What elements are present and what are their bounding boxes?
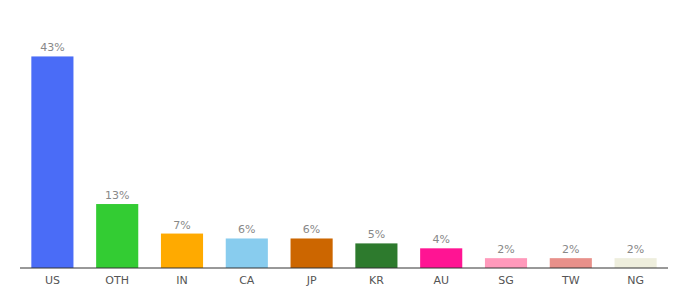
- x-tick-label: IN: [176, 274, 187, 287]
- bar: [96, 204, 138, 268]
- x-tick-label: CA: [239, 274, 255, 287]
- x-tick-label: NG: [627, 274, 644, 287]
- data-label: 2%: [497, 243, 514, 256]
- bar: [291, 238, 333, 268]
- chart: 43% 13% 7% 6% 6% 5% 4% 2% 2% 2% US OTH IN CA JP KR AU SG T…: [0, 0, 680, 300]
- data-label: 4%: [432, 233, 449, 246]
- x-tick-label: OTH: [105, 274, 129, 287]
- x-tick-label: SG: [498, 274, 514, 287]
- bar: [420, 248, 462, 268]
- data-label: 7%: [173, 219, 190, 232]
- data-label: 5%: [368, 228, 385, 241]
- x-tick-label: US: [45, 274, 60, 287]
- data-labels: 43% 13% 7% 6% 6% 5% 4% 2% 2% 2%: [40, 41, 644, 256]
- bar: [485, 258, 527, 268]
- data-label: 2%: [627, 243, 644, 256]
- x-tick-label: TW: [561, 274, 580, 287]
- bar: [31, 56, 73, 268]
- x-axis-line: [20, 268, 668, 269]
- bar: [161, 234, 203, 268]
- bar: [226, 238, 268, 268]
- bar: [355, 243, 397, 268]
- data-label: 6%: [303, 223, 320, 236]
- x-tick-label: AU: [433, 274, 449, 287]
- data-label: 43%: [40, 41, 64, 54]
- x-tick-label: JP: [306, 274, 317, 287]
- data-label: 13%: [105, 189, 129, 202]
- bar: [550, 258, 592, 268]
- data-label: 6%: [238, 223, 255, 236]
- chart-container: 43% 13% 7% 6% 6% 5% 4% 2% 2% 2% US OTH IN CA JP KR AU SG T…: [0, 0, 680, 300]
- bars: [31, 56, 656, 268]
- bar: [615, 258, 657, 268]
- data-label: 2%: [562, 243, 579, 256]
- x-tick-label: KR: [369, 274, 384, 287]
- x-ticks: US OTH IN CA JP KR AU SG TW NG: [45, 274, 644, 287]
